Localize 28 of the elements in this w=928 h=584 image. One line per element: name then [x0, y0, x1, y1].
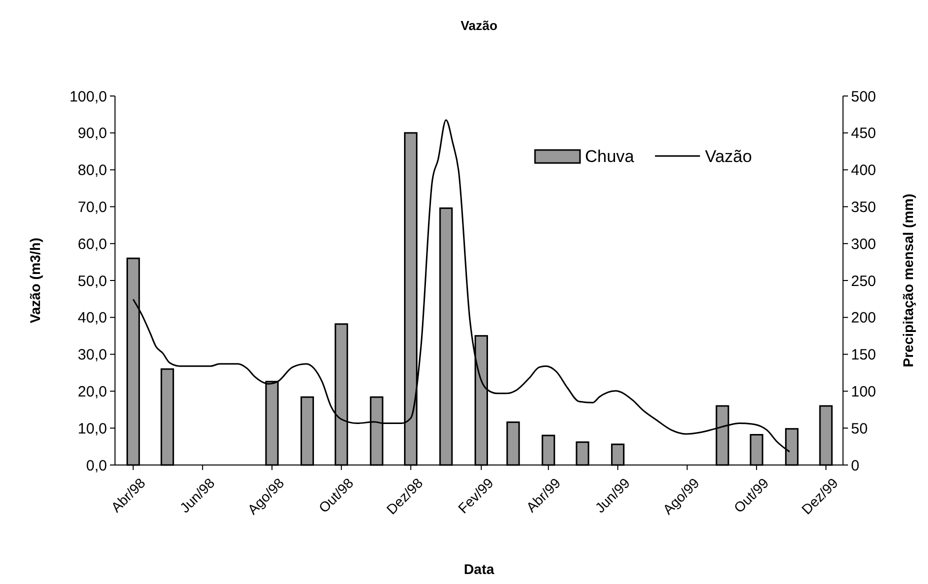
- y2-tick-label: 250: [851, 272, 876, 290]
- y-tick-label: 100,0: [69, 88, 107, 106]
- y2-tick-label: 200: [851, 310, 876, 327]
- y-tick-label: 70,0: [78, 198, 107, 216]
- y-tick-label: 90,0: [78, 125, 107, 142]
- y2-tick-label: 350: [851, 198, 876, 216]
- legend-label: Chuva: [585, 146, 635, 166]
- y-tick-label: 0,0: [86, 457, 107, 474]
- y-tick-label: 50,0: [78, 272, 107, 290]
- chart-title: Vazão: [460, 18, 498, 33]
- y-tick-label: 30,0: [78, 346, 107, 364]
- y2-tick-label: 0: [851, 457, 860, 474]
- y-tick-label: 60,0: [78, 236, 107, 253]
- y2-tick-label: 450: [851, 125, 876, 142]
- y-axis-title: Vazão (m3/h): [27, 238, 43, 324]
- y-tick-label: 40,0: [78, 310, 107, 327]
- y2-tick-label: 50: [851, 420, 868, 438]
- y2-tick-label: 500: [851, 88, 876, 106]
- y-tick-label: 80,0: [78, 162, 107, 180]
- y2-tick-label: 150: [851, 346, 876, 364]
- y-tick-label: 10,0: [78, 420, 107, 438]
- x-axis-title: Data: [464, 561, 494, 577]
- y2-tick-label: 400: [851, 162, 876, 180]
- legend-label: Vazão: [705, 146, 752, 166]
- y2-axis-title: Precipitação mensal (mm): [900, 194, 916, 368]
- y-tick-label: 20,0: [78, 383, 107, 400]
- y2-tick-label: 300: [851, 236, 876, 253]
- y2-tick-label: 100: [851, 383, 876, 400]
